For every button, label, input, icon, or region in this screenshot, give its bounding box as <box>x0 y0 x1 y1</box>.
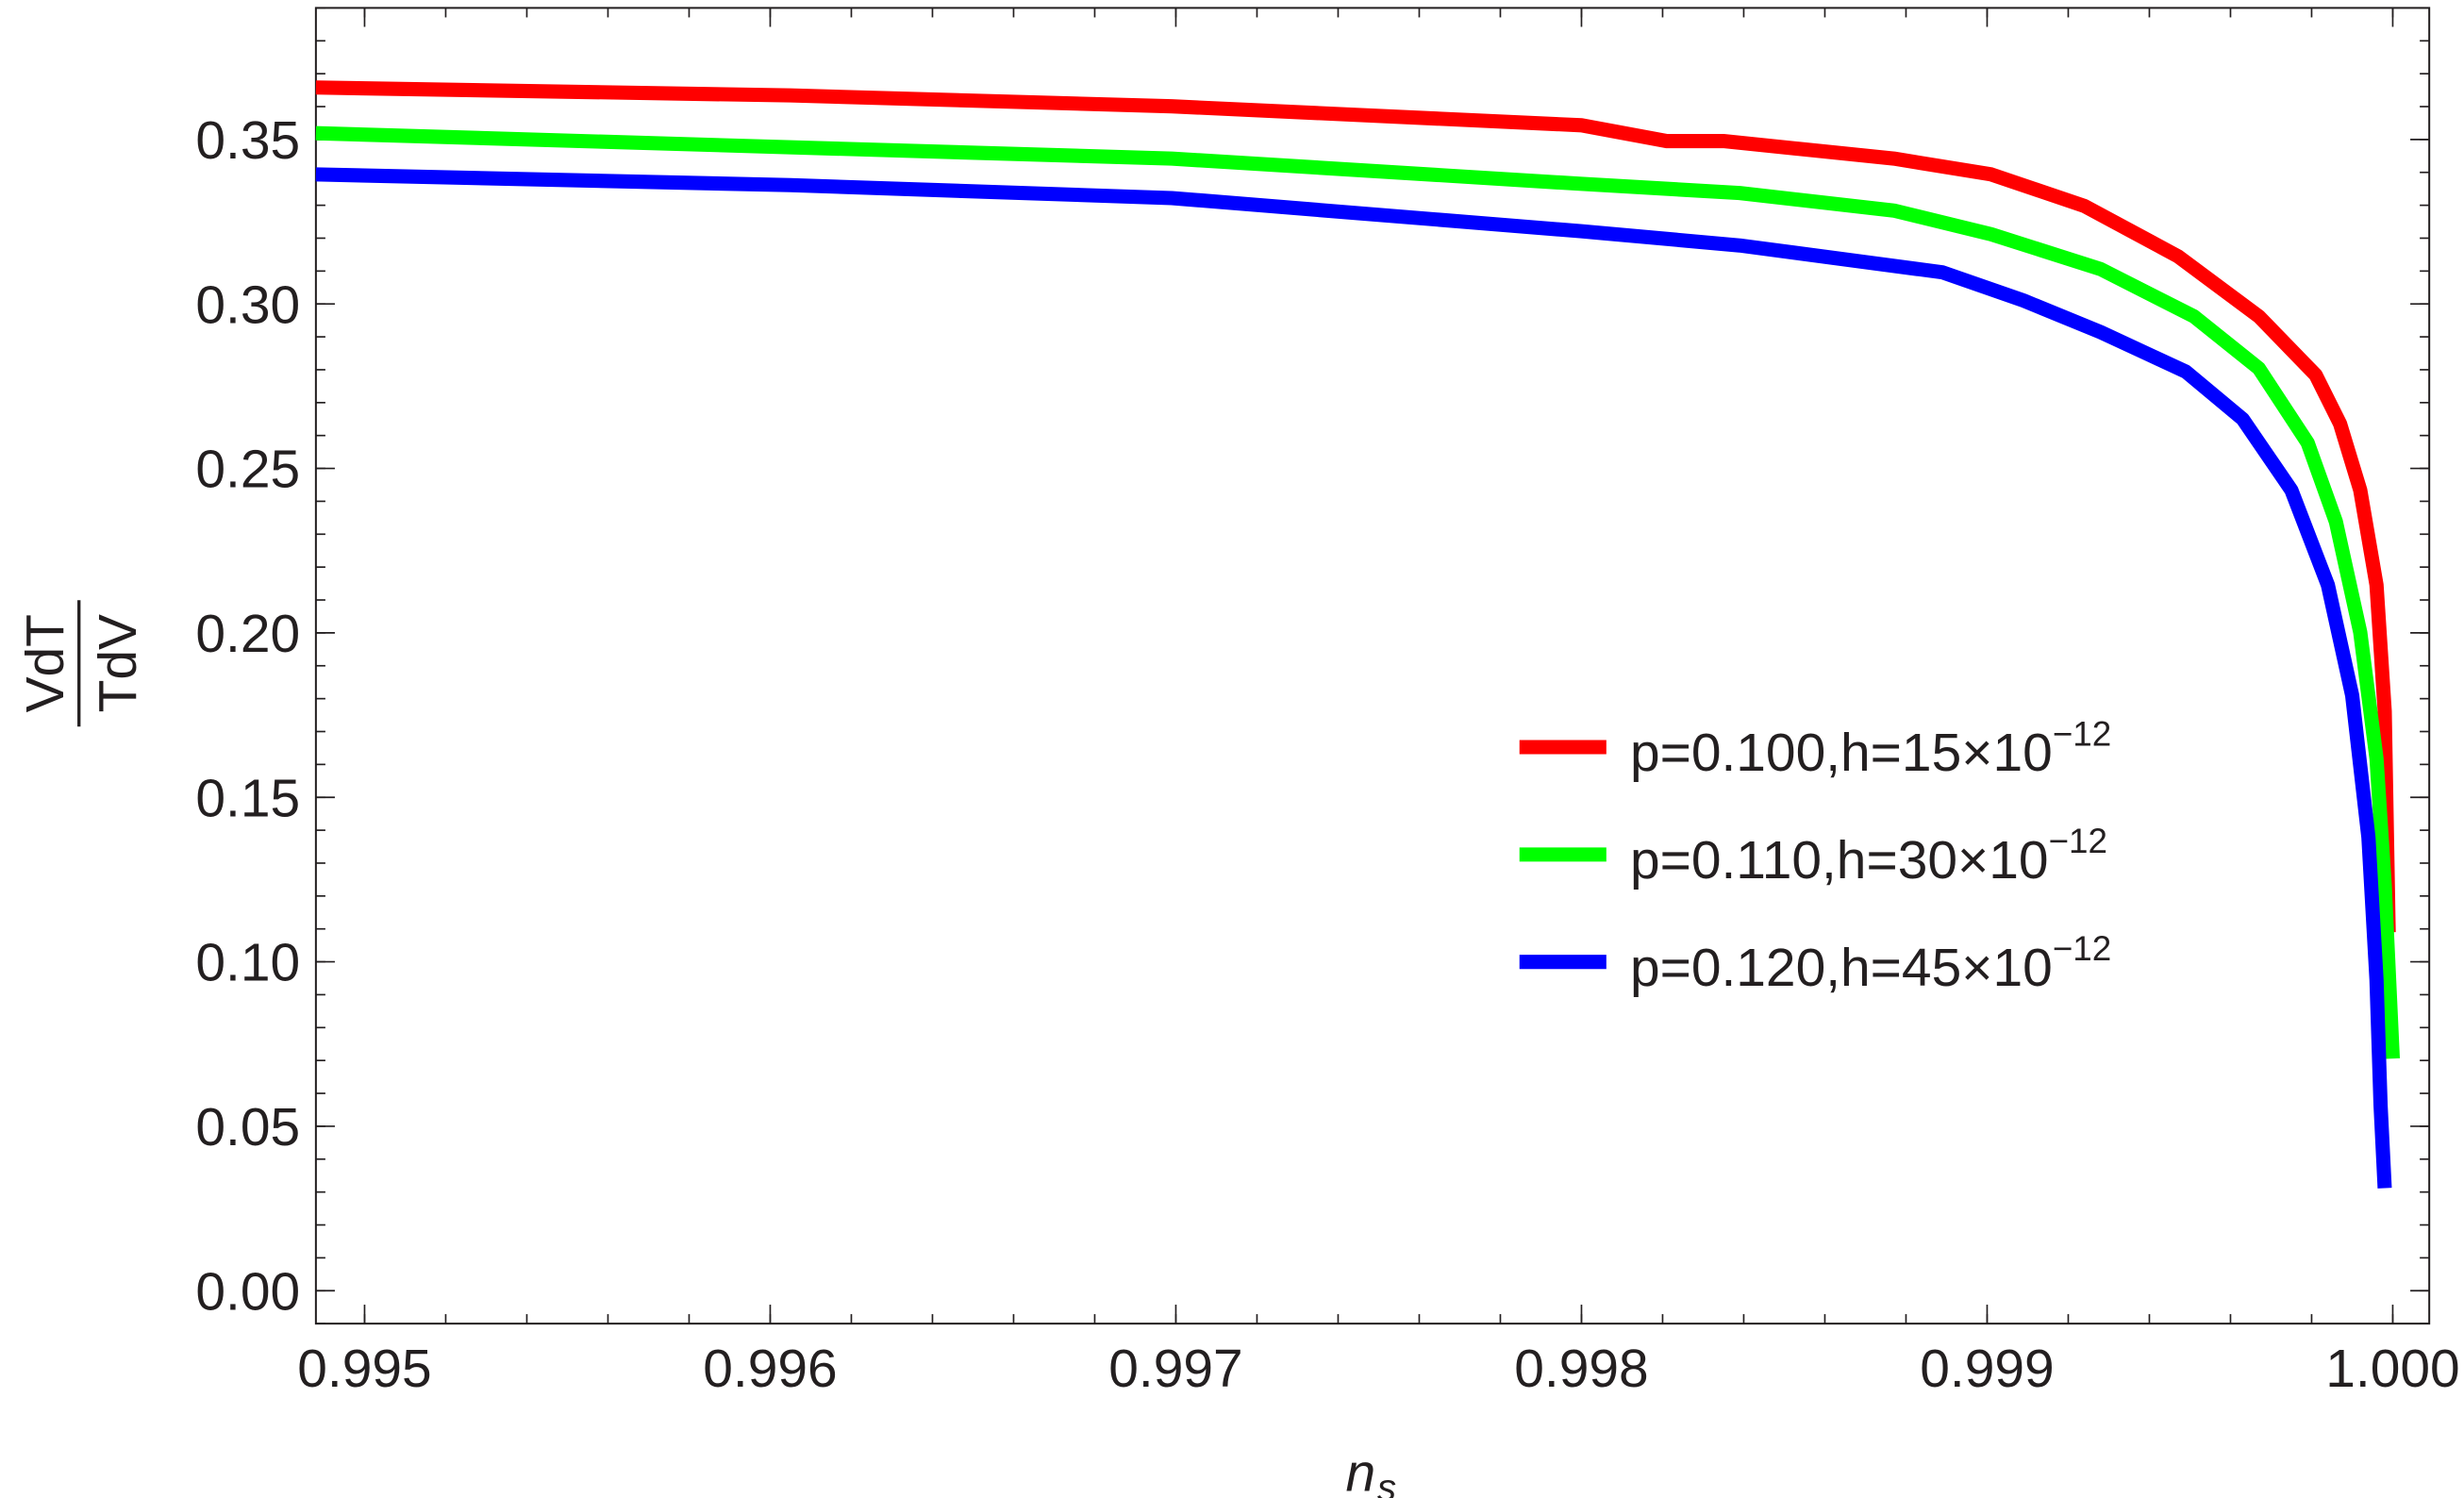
x-tick-label: 0.998 <box>1514 1339 1648 1399</box>
x-tick-labels: 0.995 0.996 0.997 0.998 0.999 1.000 <box>297 1339 2459 1399</box>
plot-frame <box>314 7 2431 1325</box>
legend-item: p=0.100,h=15×10−12 <box>1519 714 2111 783</box>
y-axis-label-numerator: VdT <box>15 614 75 712</box>
x-axis-label: n s <box>1346 1443 1397 1498</box>
legend-item: p=0.120,h=45×10−12 <box>1519 929 2111 998</box>
x-tick-label: 0.996 <box>703 1339 837 1399</box>
x-tick-label: 1.000 <box>2325 1339 2459 1399</box>
y-tick-label: 0.15 <box>195 768 300 828</box>
x-tick-label: 0.999 <box>1920 1339 2054 1399</box>
legend-label: p=0.120,h=45×10−12 <box>1630 929 2111 998</box>
y-axis-label-denominator: TdV <box>88 614 148 712</box>
legend-label: p=0.100,h=15×10−12 <box>1630 714 2111 783</box>
y-tick-label: 0.25 <box>195 440 300 500</box>
x-axis-label-main: n <box>1346 1443 1376 1498</box>
legend-item: p=0.110,h=30×10−12 <box>1519 822 2107 890</box>
ticks <box>315 7 2430 1324</box>
legend-label: p=0.110,h=30×10−12 <box>1630 822 2107 890</box>
series-line <box>315 80 2396 933</box>
x-axis-label-subscript: s <box>1377 1467 1396 1498</box>
y-tick-label: 0.00 <box>195 1261 300 1322</box>
x-tick-label: 0.997 <box>1108 1339 1242 1399</box>
series-line <box>315 167 2392 1189</box>
x-tick-label: 0.995 <box>297 1339 431 1399</box>
series-line <box>315 125 2401 1059</box>
legend: p=0.100,h=15×10−12 p=0.110,h=30×10−12 p=… <box>1519 714 2111 998</box>
y-tick-label: 0.30 <box>195 275 300 335</box>
series-lines <box>315 80 2401 1189</box>
y-tick-label: 0.10 <box>195 933 300 993</box>
y-axis-label: VdT TdV <box>15 600 148 727</box>
y-tick-label: 0.05 <box>195 1097 300 1157</box>
y-tick-label: 0.35 <box>195 110 300 171</box>
y-tick-label: 0.20 <box>195 604 300 664</box>
y-tick-labels: 0.00 0.05 0.10 0.15 0.20 0.25 0.30 0.35 <box>195 110 300 1322</box>
